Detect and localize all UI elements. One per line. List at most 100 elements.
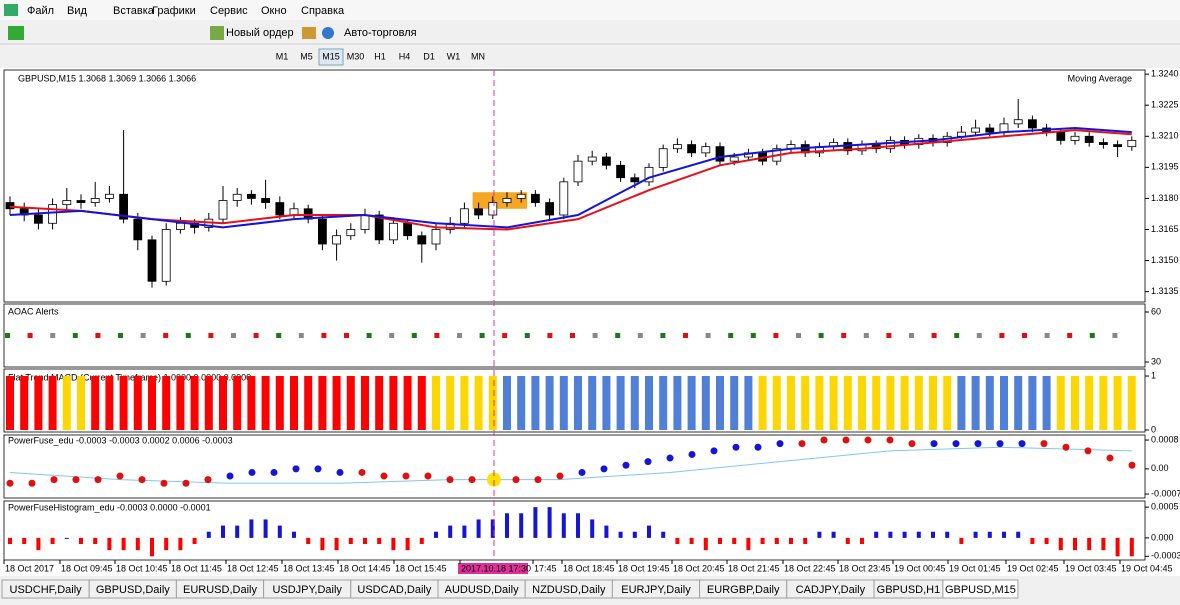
- powerfuse-dot: [952, 440, 960, 448]
- powerfuse-dot: [1084, 447, 1092, 455]
- tab-label[interactable]: EURJPY,Daily: [621, 584, 691, 596]
- candle-body: [161, 229, 171, 282]
- histogram-bar: [462, 525, 467, 538]
- time-label: 19 Oct 02:45: [1007, 563, 1059, 573]
- histogram-bar: [292, 531, 296, 538]
- macd-bar: [1071, 376, 1079, 430]
- timeframe-button[interactable]: W1: [447, 51, 461, 61]
- time-label: 19 Oct 01:45: [949, 563, 1001, 573]
- histogram-bar: [178, 537, 183, 551]
- powerfuse-dot: [820, 436, 828, 444]
- tab-label[interactable]: USDCHF,Daily: [10, 584, 83, 596]
- powerfuse-dot: [666, 454, 674, 462]
- menu-bar: [0, 0, 1180, 20]
- alert-dot: [547, 333, 553, 338]
- chart-area: [0, 68, 1180, 576]
- histogram-bar: [902, 531, 907, 538]
- menu-item[interactable]: Справка: [301, 5, 345, 17]
- histogram-bar: [505, 513, 509, 538]
- alert-dot: [886, 333, 892, 338]
- auto-icon[interactable]: [302, 27, 316, 39]
- tab-label[interactable]: GBPUSD,M15: [945, 584, 1016, 596]
- time-label: 18 Oct 09:45: [61, 563, 113, 573]
- macd-title: Flat Trend MACD (Current Timeframe) 1.00…: [8, 372, 251, 382]
- menu-item[interactable]: Файл: [27, 5, 54, 17]
- histogram-bar: [831, 531, 836, 538]
- histogram-bar: [22, 537, 27, 545]
- histogram-bar: [945, 531, 950, 538]
- alert-dot: [796, 333, 801, 338]
- histogram-bar: [50, 537, 55, 545]
- histogram-bar: [1073, 537, 1077, 551]
- macd-bar: [233, 376, 242, 430]
- order-icon[interactable]: [210, 26, 224, 40]
- candle-body: [48, 204, 57, 224]
- powerfuse-dot: [1062, 443, 1070, 451]
- macd-bar: [815, 376, 824, 430]
- candle-body: [147, 239, 157, 282]
- tab-label[interactable]: NZDUSD,Daily: [532, 584, 606, 596]
- timeframe-button[interactable]: H1: [374, 51, 386, 61]
- panel-frame: [3, 434, 1146, 499]
- candle-body: [360, 214, 370, 230]
- y-tick-label: 1.3225: [1151, 100, 1179, 110]
- candle-body: [587, 156, 597, 162]
- timeframe-button[interactable]: H4: [399, 51, 411, 61]
- tab[interactable]: [942, 579, 1019, 599]
- time-label: 18 Oct 19:45: [618, 563, 670, 573]
- timeframe-button[interactable]: M5: [300, 51, 313, 61]
- tab-label[interactable]: AUDUSD,Daily: [445, 584, 519, 596]
- timeframe-button[interactable]: MN: [471, 51, 485, 61]
- timeframe-button[interactable]: M1: [276, 51, 289, 61]
- macd-bar: [659, 376, 668, 430]
- candle-body: [1070, 135, 1080, 141]
- time-label: 18 Oct 14:45: [339, 563, 391, 573]
- tab-label[interactable]: CADJPY,Daily: [796, 584, 866, 596]
- new-order-button[interactable]: Новый ордер: [226, 27, 294, 39]
- tab-label[interactable]: USDJPY,Daily: [272, 584, 342, 596]
- macd-bar: [6, 376, 14, 430]
- histogram-bar: [192, 537, 197, 545]
- alert-dot: [999, 333, 1005, 338]
- candle-body: [459, 208, 469, 224]
- macd-bar: [1127, 376, 1136, 430]
- macd-bar: [34, 376, 43, 430]
- menu-item[interactable]: Окно: [261, 5, 287, 17]
- tab-label[interactable]: EURGBP,Daily: [707, 584, 780, 596]
- timeframe-button[interactable]: D1: [423, 51, 435, 61]
- autotrading-button[interactable]: Авто-торговля: [344, 27, 417, 39]
- powerfuse-dot: [94, 476, 102, 484]
- macd-bar: [119, 376, 128, 430]
- histogram-bar: [36, 537, 41, 551]
- candle-body: [1127, 140, 1137, 148]
- y-tick-label: 1.3165: [1151, 224, 1179, 234]
- tab-label[interactable]: USDCAD,Daily: [357, 584, 431, 596]
- powerfuse-dot: [138, 476, 146, 484]
- powerfuse-dot: [72, 476, 80, 484]
- histogram-bar: [1129, 537, 1134, 557]
- new-chart-icon[interactable]: [8, 26, 24, 40]
- histogram-bar: [703, 537, 708, 551]
- histogram-bar: [1044, 537, 1049, 545]
- tab-label[interactable]: GBPUSD,H1: [877, 584, 941, 596]
- menu-item[interactable]: Вставка: [113, 5, 155, 17]
- macd-bar: [517, 376, 526, 430]
- menu-item[interactable]: Вид: [67, 5, 87, 17]
- tab-label[interactable]: EURUSD,Daily: [183, 584, 257, 596]
- candle-body: [715, 146, 725, 162]
- timeframe-button[interactable]: M15: [322, 51, 340, 61]
- menu-item[interactable]: Сервис: [210, 5, 248, 17]
- tab-label[interactable]: GBPUSD,Daily: [96, 584, 170, 596]
- alert-dot: [524, 333, 530, 338]
- macd-bar: [957, 376, 966, 430]
- histogram-bar: [93, 537, 98, 545]
- time-label: 17:45: [534, 563, 557, 573]
- alert-dot: [344, 333, 349, 338]
- macd-bar: [929, 376, 937, 430]
- app-icon: [4, 4, 18, 16]
- menu-item[interactable]: Графики: [152, 5, 196, 17]
- timeframe-button[interactable]: M30: [347, 51, 365, 61]
- powerfuse-dot: [402, 472, 410, 480]
- histogram-bar: [490, 519, 495, 538]
- time-label: 19 Oct 04:45: [1121, 563, 1173, 573]
